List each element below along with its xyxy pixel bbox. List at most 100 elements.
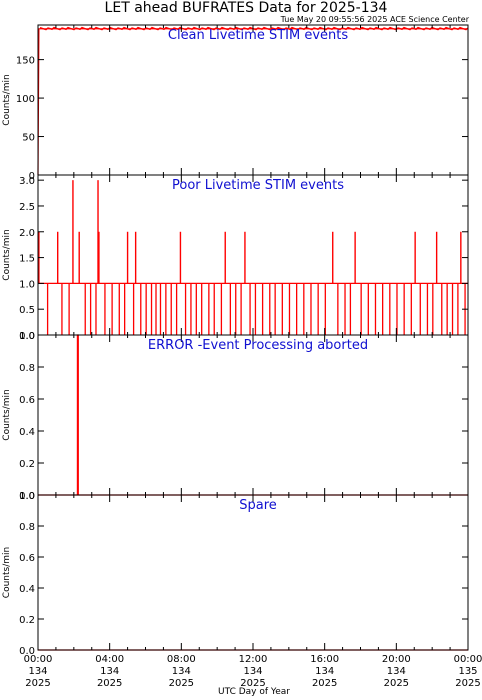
panel-2: 0.0 0.5 1.0 1.5 2.0 2.5 3.0 Counts/min Poor Live…: [2, 174, 469, 342]
zero-dropout: [170, 283, 172, 335]
x-tick-label-doy: 134: [243, 666, 262, 677]
zero-dropout: [68, 283, 70, 335]
zero-dropout: [310, 283, 312, 335]
x-tick-label-hhmm: 20:00: [382, 654, 411, 665]
zero-dropout: [261, 283, 264, 335]
panel-title: Poor Livetime STIM events: [172, 178, 344, 193]
zero-dropout: [296, 283, 298, 335]
zero-dropout: [111, 283, 113, 335]
chart-title: LET ahead BUFRATES Data for 2025-134: [105, 0, 388, 16]
y-axis-label: Counts/min: [2, 547, 12, 598]
zero-dropout: [457, 283, 459, 335]
zero-dropout: [441, 283, 443, 335]
zero-dropout: [274, 283, 276, 335]
y-tick-label: 1.0: [19, 279, 35, 290]
zero-dropout: [84, 283, 86, 335]
y-tick-label: 1.0: [19, 331, 35, 342]
y-tick-label: 0.6: [19, 395, 35, 406]
zero-dropout: [132, 283, 135, 335]
zero-dropout: [324, 283, 326, 335]
y-tick-label: 0.6: [19, 553, 35, 564]
zero-dropout: [175, 283, 178, 335]
y-tick-label: 1.0: [19, 491, 35, 502]
zero-dropout: [220, 283, 223, 335]
x-tick-label-hhmm: 04:00: [95, 654, 124, 665]
zero-dropout: [367, 283, 369, 335]
y-tick-label: 2.5: [19, 202, 35, 213]
x-axis: 00:00134202504:00134202508:00134202512:0…: [24, 654, 482, 689]
x-tick-label-hhmm: 16:00: [310, 654, 339, 665]
panels: 0 50 100 150 Counts/min Clean Livetime STIM e…: [2, 24, 469, 657]
zero-dropout: [213, 283, 215, 335]
y-tick-label: 100: [16, 94, 35, 105]
panel-title: ERROR -Event Processing aborted: [148, 338, 368, 353]
y-tick-label: 0.4: [19, 427, 35, 438]
zero-dropout: [235, 283, 237, 335]
x-tick-label-doy: 134: [387, 666, 406, 677]
y-tick-label: 2.0: [19, 228, 35, 239]
y-tick-label: 3.0: [19, 176, 35, 187]
zero-dropout: [254, 283, 257, 335]
zero-dropout: [403, 283, 405, 335]
zero-dropout: [118, 283, 120, 335]
panel-2-trace: [38, 180, 468, 335]
zero-dropout: [190, 283, 192, 335]
x-tick-label-year: 2025: [97, 678, 122, 689]
zero-dropout: [155, 283, 157, 335]
x-tick-label-year: 2025: [312, 678, 337, 689]
y-axis-label: Counts/min: [2, 229, 12, 280]
zero-dropout: [159, 283, 162, 335]
zero-dropout: [201, 283, 203, 335]
y-tick-label: 0.0: [19, 331, 35, 342]
zero-dropout: [240, 283, 242, 335]
zero-dropout: [184, 283, 187, 335]
x-tick-label-doy: 134: [172, 666, 191, 677]
zero-dropout: [104, 283, 106, 335]
panel-4: 0.0 0.2 0.4 0.6 0.8 1.0 Counts/min Spare: [2, 491, 469, 657]
zero-dropout: [249, 283, 251, 335]
zero-dropout: [229, 283, 232, 335]
zero-dropout: [344, 283, 346, 335]
zero-dropout: [269, 283, 271, 335]
y-tick-label: 0.8: [19, 522, 35, 533]
x-tick-label-hhmm: 00:00: [24, 654, 53, 665]
y-tick-label: 0.2: [19, 615, 35, 626]
panel-3: 0.0 0.2 0.4 0.6 0.8 1.0 Counts/min ERROR -Event…: [2, 331, 469, 502]
x-tick-label-year: 2025: [384, 678, 409, 689]
zero-dropout: [145, 283, 147, 335]
zero-dropout: [337, 283, 339, 335]
zero-dropout: [419, 283, 421, 335]
x-tick-label-doy: 134: [315, 666, 334, 677]
x-tick-label-year: 2025: [25, 678, 50, 689]
zero-dropout: [360, 283, 362, 335]
zero-dropout: [46, 283, 49, 335]
x-tick-label-doy: 135: [458, 666, 477, 677]
panel-frame: [37, 494, 469, 651]
panel-3-trace: [38, 334, 468, 496]
zero-dropout: [426, 283, 429, 335]
panel-1-trace: [37, 26, 469, 176]
y-axis-label: Counts/min: [2, 389, 12, 440]
y-axis-label: Counts/min: [2, 74, 12, 125]
panel-1: 0 50 100 150 Counts/min Clean Livetime STIM e…: [2, 24, 469, 182]
y-tick-label: 0.8: [19, 363, 35, 374]
zero-dropout: [195, 283, 197, 335]
zero-dropout: [396, 283, 398, 335]
x-tick-label-hhmm: 00:00: [454, 654, 482, 665]
zero-dropout: [410, 283, 412, 335]
zero-dropout: [349, 283, 352, 335]
zero-dropout: [446, 283, 448, 335]
x-tick-label-doy: 134: [100, 666, 119, 677]
series-line: [37, 28, 468, 176]
x-tick-label-year: 2025: [240, 678, 265, 689]
series-line: [38, 334, 468, 496]
y-tick-label: 0.2: [19, 459, 35, 470]
panel-title: Spare: [239, 498, 277, 513]
x-tick-label-doy: 134: [28, 666, 47, 677]
panel-title: Clean Livetime STIM events: [168, 28, 348, 43]
x-tick-label-year: 2025: [455, 678, 480, 689]
zero-dropout: [288, 283, 291, 335]
zero-dropout: [382, 283, 384, 335]
zero-dropout: [389, 283, 391, 335]
